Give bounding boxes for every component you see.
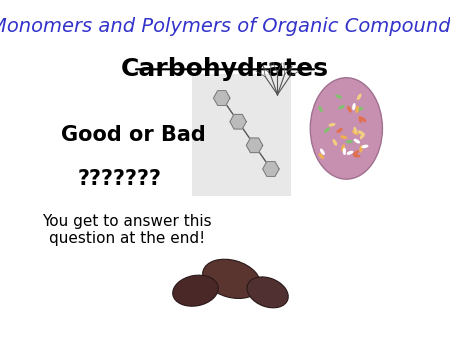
Polygon shape: [230, 114, 246, 129]
Ellipse shape: [346, 151, 353, 155]
Ellipse shape: [353, 150, 359, 155]
Text: Monomers and Polymers of Organic Compounds: Monomers and Polymers of Organic Compoun…: [0, 17, 450, 36]
Ellipse shape: [357, 130, 364, 135]
Ellipse shape: [356, 106, 359, 113]
Ellipse shape: [353, 127, 357, 134]
Ellipse shape: [343, 148, 346, 155]
Ellipse shape: [347, 106, 351, 113]
Text: ???????: ???????: [78, 169, 162, 189]
Ellipse shape: [333, 139, 337, 146]
Ellipse shape: [247, 277, 288, 308]
FancyBboxPatch shape: [192, 74, 291, 196]
Text: Carbohydrates: Carbohydrates: [121, 57, 329, 81]
Ellipse shape: [318, 106, 323, 112]
Ellipse shape: [352, 130, 359, 135]
Ellipse shape: [173, 275, 218, 306]
Polygon shape: [213, 91, 230, 105]
Ellipse shape: [354, 139, 360, 144]
Ellipse shape: [346, 140, 353, 143]
Ellipse shape: [320, 149, 325, 155]
Polygon shape: [246, 138, 263, 153]
Ellipse shape: [361, 117, 366, 122]
Ellipse shape: [357, 107, 364, 111]
Ellipse shape: [335, 95, 342, 99]
Text: Good or Bad: Good or Bad: [61, 125, 206, 145]
Ellipse shape: [357, 94, 361, 100]
Ellipse shape: [319, 153, 324, 159]
Ellipse shape: [341, 144, 345, 151]
Ellipse shape: [359, 145, 363, 153]
Ellipse shape: [338, 105, 345, 110]
Polygon shape: [263, 162, 279, 176]
Text: You get to answer this
question at the end!: You get to answer this question at the e…: [42, 214, 212, 246]
Ellipse shape: [202, 259, 261, 298]
Ellipse shape: [324, 127, 330, 133]
Ellipse shape: [359, 116, 362, 123]
Ellipse shape: [353, 154, 360, 158]
Ellipse shape: [310, 78, 382, 179]
Ellipse shape: [360, 133, 365, 139]
Ellipse shape: [361, 145, 369, 148]
Ellipse shape: [340, 135, 347, 139]
Ellipse shape: [337, 128, 343, 133]
Ellipse shape: [352, 103, 356, 110]
Ellipse shape: [328, 123, 336, 126]
